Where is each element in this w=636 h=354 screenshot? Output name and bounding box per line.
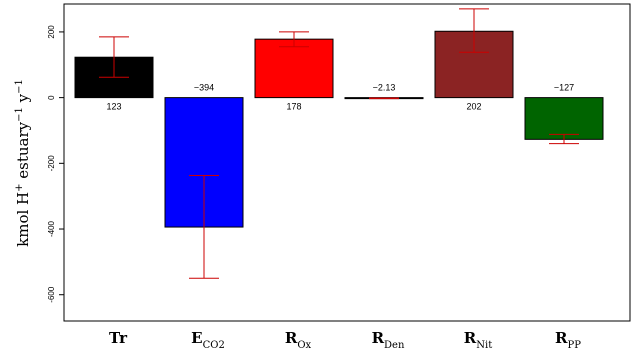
category-main: R: [464, 329, 477, 347]
category-label: RNit: [464, 329, 492, 351]
y-label-sup3: −1: [14, 79, 25, 94]
y-tick-label: -600: [47, 286, 56, 303]
category-subscript: Nit: [476, 340, 492, 351]
bars: 123 −394 178 −2.13 202 −127: [74, 8, 604, 279]
y-tick-label: -400: [47, 220, 56, 237]
y-label-sup1: +: [14, 183, 25, 191]
category-subscript: CO2: [203, 340, 225, 351]
data-label: −394: [194, 83, 214, 93]
y-label-mid: estuary: [14, 121, 32, 183]
category-main: R: [555, 329, 568, 347]
data-label: 202: [466, 102, 481, 112]
bar: [254, 38, 334, 99]
category-main: R: [285, 329, 298, 347]
category-label: RDen: [372, 329, 405, 351]
bar: [524, 97, 604, 140]
category-subscript: Ox: [297, 340, 311, 351]
category-main: Tr: [109, 329, 128, 347]
y-tick-label: 0: [47, 95, 56, 100]
category-main: E: [191, 329, 202, 347]
data-label: −127: [554, 83, 574, 93]
x-axis-categories: Tr ECO2 ROx RDen RNit RPP: [109, 329, 581, 351]
category-subscript: Den: [384, 340, 405, 351]
y-label-base: kmol H: [14, 192, 32, 247]
data-label: 123: [106, 102, 121, 112]
data-label: 178: [286, 102, 301, 112]
category-label: ROx: [285, 329, 312, 351]
y-label-mid2: y: [14, 93, 32, 107]
category-label: Tr: [109, 329, 128, 347]
category-label: ECO2: [191, 329, 225, 351]
category-main: R: [372, 329, 385, 347]
y-axis: 200 0 -200 -400 -600: [47, 25, 65, 303]
category-subscript: PP: [568, 340, 582, 351]
y-tick-label: -200: [47, 155, 56, 172]
category-label: RPP: [555, 329, 581, 351]
y-label-sup2: −1: [14, 107, 25, 122]
y-axis-label: kmol H+ estuary−1 y−1: [14, 79, 32, 247]
y-tick-label: 200: [47, 25, 56, 39]
plot-frame: [63, 3, 631, 322]
data-label: −2.13: [373, 83, 396, 93]
